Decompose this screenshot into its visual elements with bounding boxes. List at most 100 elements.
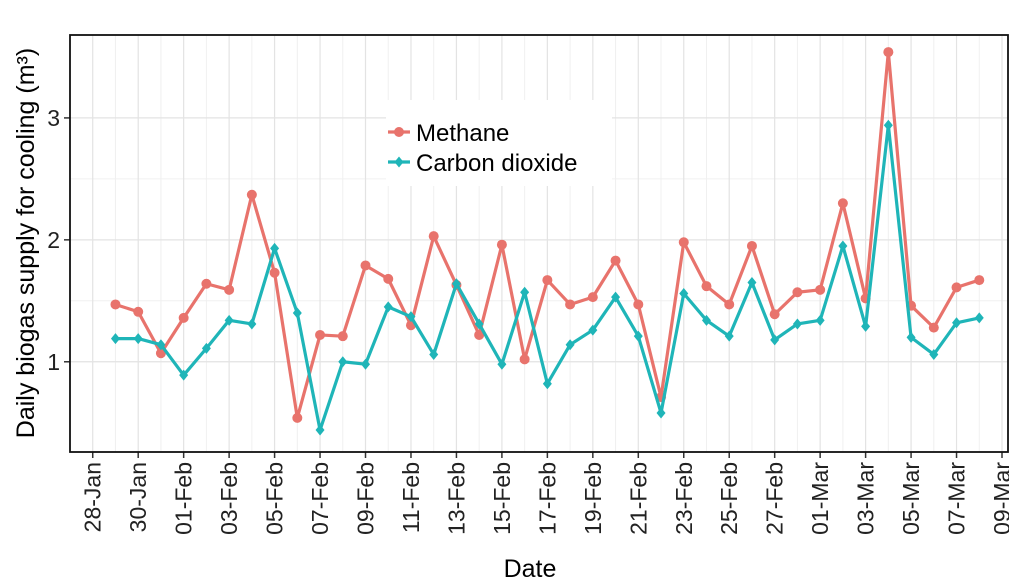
marker [929, 348, 939, 360]
marker [565, 299, 576, 310]
marker [361, 358, 371, 370]
marker [156, 339, 166, 351]
x-tick-label: 09-Feb [353, 462, 379, 535]
marker [497, 358, 507, 370]
x-tick-label: 03-Feb [216, 462, 242, 535]
marker [133, 306, 144, 317]
marker [815, 284, 826, 295]
x-tick-label: 01-Mar [807, 462, 833, 535]
marker [383, 301, 393, 313]
marker [610, 255, 621, 266]
marker [883, 119, 893, 131]
x-tick-label: 25-Feb [716, 462, 742, 535]
marker [974, 275, 985, 286]
marker [611, 291, 621, 303]
marker [520, 286, 530, 298]
marker [542, 275, 553, 286]
marker [269, 267, 280, 278]
marker [338, 356, 348, 368]
marker [906, 331, 916, 343]
x-tick-label: 07-Feb [307, 462, 333, 535]
y-tick-label: 3 [47, 105, 60, 131]
x-tick-label: 19-Feb [580, 462, 606, 535]
marker [292, 412, 303, 423]
marker [451, 278, 461, 290]
marker [224, 314, 234, 326]
x-tick-label: 17-Feb [534, 462, 560, 535]
marker [633, 330, 643, 342]
x-tick-label: 09-Mar [989, 462, 1009, 535]
marker [429, 348, 439, 360]
marker [746, 240, 757, 251]
marker [792, 287, 803, 298]
marker [861, 320, 871, 332]
marker [974, 312, 984, 324]
marker [155, 348, 166, 359]
legend-label: Methane [416, 120, 509, 147]
x-tick-label: 13-Feb [443, 462, 469, 535]
marker [792, 318, 802, 330]
marker [246, 189, 257, 200]
marker [133, 333, 143, 345]
x-tick-label: 05-Feb [262, 462, 288, 535]
marker [770, 334, 780, 346]
marker [383, 273, 394, 284]
marker [110, 333, 120, 345]
series [110, 119, 984, 436]
x-tick-label: 11-Feb [398, 462, 424, 533]
marker [474, 329, 485, 340]
marker [394, 127, 404, 137]
marker [496, 239, 507, 250]
marker [633, 299, 644, 310]
marker [838, 240, 848, 252]
marker [769, 309, 780, 320]
y-tick-label: 1 [47, 349, 60, 375]
marker [565, 339, 575, 351]
marker [951, 282, 962, 293]
marker [678, 237, 689, 248]
marker [519, 354, 530, 365]
x-tick-label: 07-Mar [944, 462, 970, 535]
marker [701, 281, 712, 292]
x-tick-label: 30-Jan [125, 462, 151, 532]
marker [883, 47, 894, 58]
marker [542, 378, 552, 390]
legend: Methane Carbon dioxide [386, 100, 612, 186]
legend-box [386, 100, 612, 186]
y-tick-label: 2 [47, 227, 60, 253]
marker [952, 317, 962, 329]
series [110, 47, 985, 423]
marker [178, 312, 189, 323]
marker [928, 322, 939, 333]
marker [656, 407, 666, 419]
y-axis-label: Daily biogas supply for cooling (m³) [12, 48, 40, 438]
x-tick-label: 01-Feb [171, 462, 197, 535]
marker [428, 231, 439, 242]
x-tick-label: 27-Feb [762, 462, 788, 535]
marker [747, 277, 757, 289]
marker [360, 260, 371, 271]
marker [394, 156, 404, 168]
x-tick-label: 05-Mar [898, 462, 924, 535]
marker [724, 299, 735, 310]
x-axis-label: Date [504, 555, 557, 583]
marker [247, 318, 257, 330]
marker [406, 311, 416, 323]
marker [815, 314, 825, 326]
marker [724, 330, 734, 342]
marker [588, 324, 598, 336]
marker [337, 331, 348, 342]
marker [201, 278, 212, 289]
plot-frame [69, 34, 1009, 453]
marker [201, 342, 211, 354]
marker [179, 369, 189, 381]
marker [679, 287, 689, 299]
marker [292, 307, 302, 319]
marker [587, 292, 598, 303]
x-tick-label: 15-Feb [489, 462, 515, 535]
marker [837, 198, 848, 209]
x-tick-label: 28-Jan [80, 462, 106, 532]
marker [110, 299, 121, 310]
